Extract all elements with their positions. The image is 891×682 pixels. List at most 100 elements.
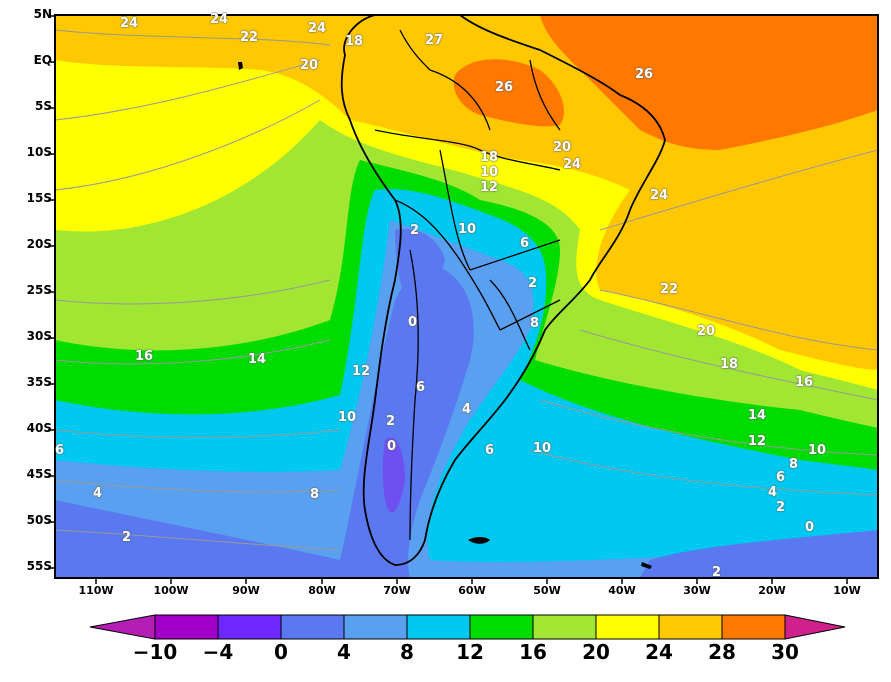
contour-label: 24 [120,16,139,31]
colorbar-label: 0 [274,640,288,664]
colorbar-label: 20 [582,640,610,664]
contour-label: 24 [563,157,582,172]
lat-label: 20S [26,237,52,251]
lon-label: 100W [153,584,189,597]
lon-label: 60W [458,584,486,597]
lon-label: 10W [833,584,861,597]
colorbar-label: 28 [708,640,736,664]
contour-label: 8 [789,457,799,472]
contour-label: 6 [55,443,65,458]
contour-label: 10 [338,410,357,425]
band-0 [55,266,474,578]
colorbar-under [89,614,156,640]
contour-label: 18 [345,34,364,49]
contour-label: 8 [530,316,540,331]
contour-label: 0 [408,315,418,330]
contour-label: 6 [485,443,495,458]
lon-ticks [95,578,848,584]
contour-label: 2 [776,500,786,515]
contour-label: 2 [122,530,132,545]
band-south-atlantic [640,530,878,578]
contour-label: 10 [533,441,552,456]
contour-label: 20 [300,58,319,73]
contour-label: 10 [480,165,499,180]
contour-label: 14 [248,352,267,367]
contour-label: 27 [425,33,444,48]
contour-label: 16 [795,375,814,390]
contour-label: 0 [387,439,397,454]
contour-label: 18 [480,150,499,165]
galapagos [238,62,243,70]
lon-label: 40W [608,584,636,597]
lat-label: 45S [26,467,52,481]
lon-label: 50W [533,584,561,597]
lon-label: 20W [758,584,786,597]
lat-label: 40S [26,421,52,435]
lat-label: 50S [26,513,52,527]
contour-label: 26 [635,67,654,82]
contour-label: 24 [650,188,669,203]
map-border [54,14,879,579]
contour-label: 12 [748,434,767,449]
contour-label: 6 [776,470,786,485]
lat-label: 10S [26,145,52,159]
lat-label: 55S [26,559,52,573]
lon-label: 110W [78,584,114,597]
lon-label: 70W [383,584,411,597]
band-4 [55,220,878,578]
lon-label: 90W [232,584,260,597]
colorbar-over [784,614,846,640]
lat-label: 5N [33,7,52,21]
falklands [468,537,490,544]
south-georgia [641,562,652,569]
colorbar-label: 8 [400,640,414,664]
contour-label: 22 [660,282,679,297]
contour-label: 26 [495,80,514,95]
contour-label: 6 [520,236,530,251]
lat-label: 25S [26,283,52,297]
contour-label: 14 [748,408,767,423]
contour-label: 10 [808,443,827,458]
band-0-interior [395,229,445,310]
south-america-outline [340,15,666,566]
contour-label: 2 [528,276,538,291]
colorbar-label: 12 [456,640,484,664]
contour-label: 6 [416,380,426,395]
contour-label: 2 [712,565,722,580]
contour-label: 4 [462,402,472,417]
colorbar-label: 4 [337,640,351,664]
contour-label: 8 [310,487,320,502]
contour-label: 12 [352,364,371,379]
contour-label: 24 [308,21,327,36]
contour-label: 12 [480,180,499,195]
contour-label: 10 [458,222,477,237]
colorbar-label: −10 [132,640,178,664]
colorbar-label: 30 [771,640,799,664]
colorbar [89,614,846,640]
band-26-atlantic [540,15,878,150]
contour-label: 2 [386,414,396,429]
colorbar-label: −4 [202,640,234,664]
contour-label: 20 [553,140,572,155]
contour-label: 18 [720,357,739,372]
lon-label: 80W [308,584,336,597]
lon-label: 30W [683,584,711,597]
contour-label: 4 [93,486,103,501]
lat-label: 30S [26,329,52,343]
lat-label: 5S [35,99,52,113]
contour-label: 0 [805,520,815,535]
lat-ticks [48,15,55,569]
contour-label: 2 [410,223,420,238]
band-neg-patagonia [382,437,405,513]
contour-label: 24 [210,12,229,27]
contour-label: 16 [135,349,154,364]
contour-label: 20 [697,324,716,339]
country-borders [374,29,561,541]
contour-label: 22 [240,30,259,45]
contour-lines [55,29,878,551]
colorbar-label: 24 [645,640,673,664]
lat-label: 35S [26,375,52,389]
colorbar-label: 16 [519,640,547,664]
lat-label: EQ [33,53,52,67]
